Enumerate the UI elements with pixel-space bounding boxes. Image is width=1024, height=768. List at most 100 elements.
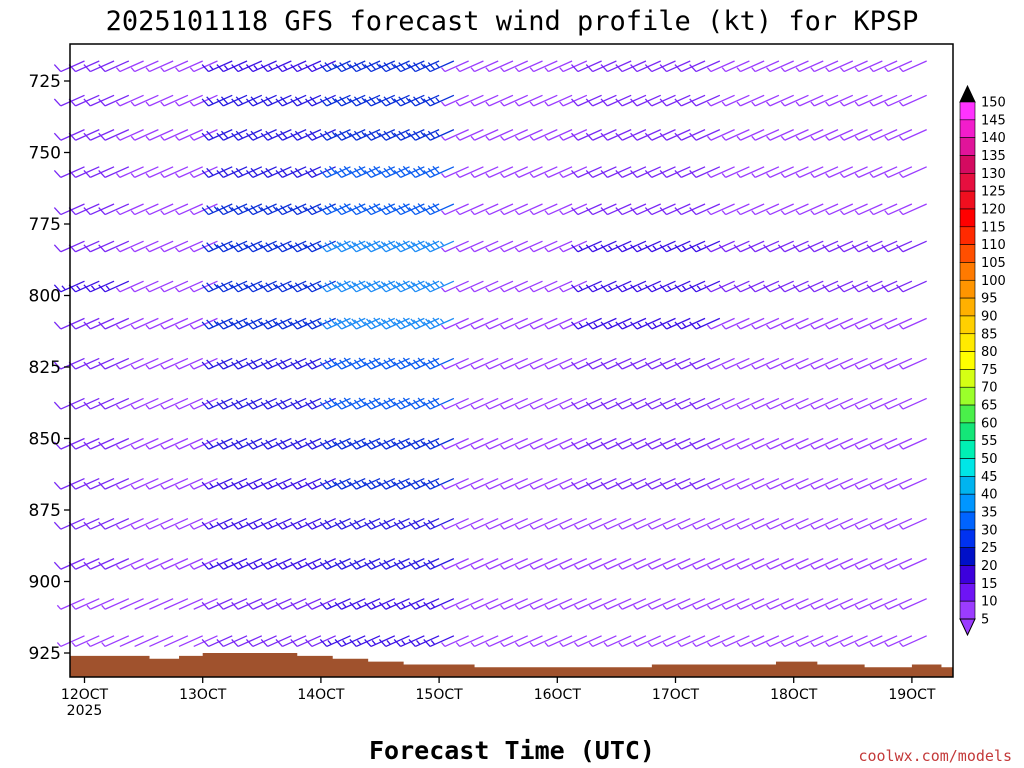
x-tick-sublabel: 2025	[67, 703, 103, 719]
wind-barb	[615, 240, 647, 253]
wind-barb	[130, 240, 159, 253]
wind-barb	[721, 477, 750, 490]
wind-barb	[189, 558, 218, 570]
wind-barb	[644, 280, 676, 293]
wind-barb	[408, 437, 440, 450]
colorbar-label: 25	[981, 541, 998, 556]
wind-barb	[854, 317, 883, 330]
wind-barb	[618, 558, 647, 570]
wind-barb	[485, 437, 514, 450]
wind-barb	[780, 317, 809, 330]
wind-barb	[189, 477, 218, 490]
wind-barb	[334, 60, 366, 73]
wind-barb	[130, 517, 159, 530]
wind-barb	[160, 203, 189, 216]
wind-barb	[869, 129, 898, 141]
wind-barb	[529, 203, 558, 216]
wind-barb	[839, 437, 868, 450]
wind-barb	[514, 477, 543, 490]
wind-barb	[245, 203, 277, 216]
wind-barb	[201, 60, 233, 73]
wind-barb	[115, 317, 144, 330]
wind-barb	[689, 60, 721, 73]
wind-barb	[706, 558, 735, 570]
wind-barb	[189, 166, 218, 178]
wind-barb	[780, 517, 809, 530]
wind-barb	[149, 635, 174, 648]
wind-barb	[175, 280, 203, 293]
wind-barb	[245, 357, 277, 370]
wind-barb	[647, 558, 676, 570]
wind-barb	[529, 517, 558, 530]
wind-barb	[201, 357, 233, 370]
wind-barb	[674, 280, 706, 293]
wind-barb	[630, 129, 661, 141]
wind-barb	[290, 166, 322, 178]
colorbar-label: 65	[981, 399, 998, 414]
wind-barb	[751, 60, 780, 73]
wind-barb	[500, 357, 529, 370]
wind-barb	[470, 94, 499, 107]
wind-barb	[470, 635, 499, 648]
wind-barb	[231, 437, 263, 450]
wind-barb	[334, 129, 366, 141]
wind-barb	[736, 357, 765, 370]
wind-barb	[839, 598, 868, 610]
colorbar-swatch	[959, 351, 976, 370]
wind-barb	[721, 397, 750, 410]
wind-barb	[544, 397, 573, 410]
wind-barb	[160, 166, 189, 178]
wind-barb	[189, 317, 218, 330]
wind-barb	[455, 129, 484, 141]
wind-barb	[470, 240, 499, 253]
wind-barb	[644, 477, 676, 490]
wind-barb	[175, 203, 203, 216]
wind-barb	[810, 517, 839, 530]
wind-barb	[470, 517, 499, 530]
wind-barb	[899, 477, 927, 490]
wind-barb	[319, 598, 351, 610]
wind-barb	[854, 517, 883, 530]
wind-barb	[603, 598, 632, 610]
wind-barb	[305, 558, 336, 570]
wind-barb	[839, 60, 868, 73]
wind-barb	[260, 558, 292, 570]
wind-barb	[130, 94, 159, 107]
wind-barb	[160, 477, 189, 490]
wind-barb	[544, 94, 573, 107]
wind-barb	[748, 280, 780, 293]
wind-barb	[899, 437, 927, 450]
wind-barb	[588, 598, 617, 610]
colorbar-swatch	[959, 476, 976, 495]
wind-barb	[644, 166, 676, 178]
wind-barb	[334, 635, 366, 648]
wind-barb	[175, 477, 203, 490]
wind-barb	[393, 60, 425, 73]
wind-barb	[630, 240, 661, 253]
colorbar-label: 125	[981, 185, 1006, 200]
wind-barb	[364, 635, 396, 648]
wind-barb	[423, 129, 455, 141]
wind-barb	[245, 635, 277, 648]
y-tick-label: 850	[29, 430, 61, 450]
colorbar-label: 20	[981, 559, 998, 574]
colorbar-swatch	[959, 333, 976, 352]
y-tick-label: 825	[29, 358, 61, 378]
wind-barb	[615, 129, 647, 141]
wind-barb	[245, 94, 277, 107]
wind-barb	[334, 94, 366, 107]
wind-barb	[275, 94, 307, 107]
wind-barb	[115, 558, 144, 570]
wind-barb	[736, 437, 765, 450]
wind-barb	[630, 437, 661, 450]
wind-barb	[810, 558, 839, 570]
wind-barb	[766, 60, 794, 73]
wind-barb	[544, 558, 573, 570]
wind-barb	[423, 635, 455, 648]
wind-barb	[544, 357, 573, 370]
wind-barb	[98, 397, 130, 410]
wind-barb	[145, 166, 174, 178]
wind-barb	[721, 166, 750, 178]
wind-barb	[644, 240, 676, 253]
wind-barb	[201, 558, 233, 570]
